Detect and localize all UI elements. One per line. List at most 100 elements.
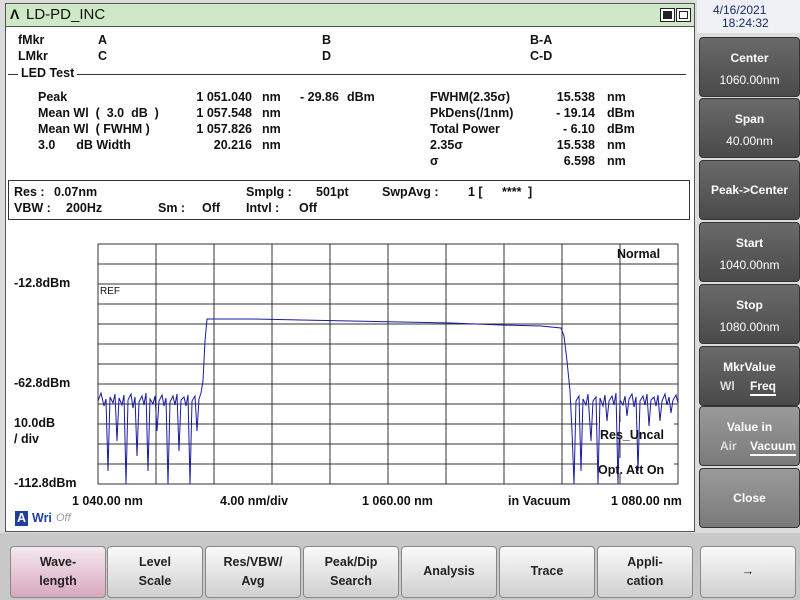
function-key[interactable]: → [700, 546, 796, 598]
function-key-label: length [39, 574, 77, 588]
plot-grid [97, 243, 679, 485]
y-axis-label: -12.8dBm [14, 276, 71, 290]
result-unit: dBm [347, 90, 375, 104]
status-bg [598, 458, 674, 474]
result-label: Mean Wl ( 3.0 dB ) [38, 106, 159, 120]
result-label: Total Power [430, 122, 500, 136]
softkey-value: 1060.00nm [719, 73, 780, 87]
marker-value: A [98, 33, 108, 47]
softkey-value: 1040.00nm [719, 258, 780, 272]
spectrum-trace [97, 318, 679, 485]
result-unit: nm [607, 154, 626, 168]
function-key-label: → [741, 564, 755, 578]
function-key[interactable]: Level Scale [107, 546, 203, 598]
softkey-label: Close [733, 491, 766, 505]
softkey-label: MkrValue [723, 360, 776, 374]
result-value: 1 051.040 [196, 90, 252, 104]
marker-value: C [98, 49, 108, 63]
setting-text: 1 [ [468, 185, 483, 199]
result-value: - 19.14 [556, 106, 595, 120]
softkey[interactable]: Close [699, 468, 800, 528]
softkey[interactable]: Value in Air Vacuum [699, 406, 800, 466]
result-unit: dBm [607, 122, 635, 136]
softkey-option: Freq [750, 379, 777, 396]
display-mode: Normal [617, 247, 661, 261]
x-axis-label: 1 060.00 nm [362, 494, 433, 508]
softkey-label: Peak->Center [710, 183, 789, 197]
x-axis-label: 1 040.00 nm [72, 494, 143, 508]
function-key-label: Res/VBW/ [223, 555, 283, 569]
setting-text: Off [299, 201, 318, 215]
y-axis-label: -62.8dBm [14, 376, 71, 390]
softkey-label: Start [735, 236, 764, 250]
result-label: Peak [38, 90, 68, 104]
window-title: LD-PD_INC [26, 6, 106, 23]
result-value: 1 057.548 [196, 106, 252, 120]
softkey-label: Value in [726, 420, 773, 434]
spectrum-plot [97, 243, 679, 485]
function-key[interactable]: Appli-cation [597, 546, 693, 598]
setting-text: Smplg : [246, 185, 292, 199]
settings-box [8, 180, 690, 220]
function-key-label: Level [139, 555, 171, 569]
result-label: 2.35σ [430, 138, 463, 152]
x-axis-label: 1 080.00 nm [611, 494, 682, 508]
setting-text: **** [502, 185, 522, 199]
result-label: σ [430, 154, 439, 168]
result-unit: nm [262, 138, 281, 152]
softkey-value: 1080.00nm [719, 320, 780, 334]
setting-text: Sm : [158, 201, 186, 215]
softkey[interactable]: Start 1040.00nm [699, 222, 800, 282]
softkey-option: Wl [720, 379, 735, 393]
softkey-label: Stop [736, 298, 763, 312]
x-axis-label: 4.00 nm/div [220, 494, 289, 508]
softkey[interactable]: Center 1060.00nm [699, 37, 800, 97]
minimize-button[interactable] [660, 8, 675, 22]
marker-label: LMkr [18, 49, 48, 63]
function-key-label: Search [330, 574, 372, 588]
marker-label: fMkr [18, 33, 45, 47]
scale-label: 10.0dB [14, 416, 55, 430]
function-key-label: Appli- [627, 555, 663, 569]
softkey-option: Vacuum [750, 439, 797, 456]
section-label: LED Test [18, 66, 78, 81]
result-value: 20.216 [213, 138, 252, 152]
result-unit: nm [262, 122, 281, 136]
function-key[interactable]: Peak/Dip Search [303, 546, 399, 598]
trace-state: Off [56, 512, 71, 524]
softkey[interactable]: Span 40.00nm [699, 98, 800, 158]
result-unit: nm [262, 106, 281, 120]
result-value: 15.538 [556, 138, 595, 152]
function-key[interactable]: Wave-length [10, 546, 106, 598]
function-key-label: Scale [138, 574, 172, 588]
softkey[interactable]: Stop 1080.00nm [699, 284, 800, 344]
softkey-value: 40.00nm [726, 134, 773, 148]
maximize-button[interactable] [676, 8, 691, 22]
softkey[interactable]: Peak->Center [699, 160, 800, 220]
function-key[interactable]: Analysis [401, 546, 497, 598]
function-key[interactable]: Trace [499, 546, 595, 598]
result-unit: dBm [607, 106, 635, 120]
function-key[interactable]: Res/VBW/Avg [205, 546, 301, 598]
status-label: Res_Uncal [600, 428, 664, 442]
result-unit: nm [262, 90, 281, 104]
function-key-label: Peak/Dip [324, 555, 378, 569]
function-key-label: Avg [241, 574, 265, 588]
status-label: Opt. Att On [598, 463, 665, 477]
setting-text: Res : [14, 185, 45, 199]
result-value: 1 057.826 [196, 122, 252, 136]
setting-text: VBW : [14, 201, 51, 215]
title-bar: Λ LD-PD_INC [6, 4, 694, 27]
trace-mode: Wri [32, 511, 52, 525]
marker-value: D [322, 49, 332, 63]
result-label: Mean Wl ( FWHM ) [38, 122, 150, 136]
result-label: PkDens(/1nm) [430, 106, 514, 120]
function-key-label: Trace [530, 564, 564, 578]
result-label: FWHM(2.35σ) [430, 90, 511, 104]
section-rule [8, 74, 686, 75]
x-axis-label: in Vacuum [508, 494, 571, 508]
softkey[interactable]: MkrValue Wl Freq [699, 346, 800, 406]
trace-id: A [15, 511, 29, 526]
softkey-label: Span [734, 112, 765, 126]
